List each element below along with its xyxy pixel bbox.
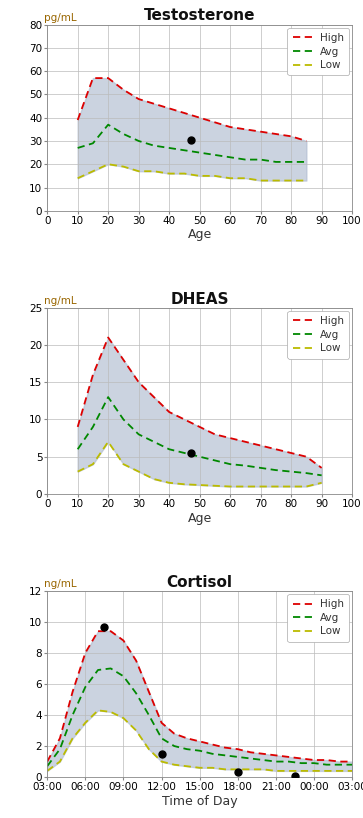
X-axis label: Time of Day: Time of Day [162, 795, 237, 807]
Title: Cortisol: Cortisol [167, 575, 233, 590]
Legend: High, Avg, Low: High, Avg, Low [287, 594, 349, 641]
Legend: High, Avg, Low: High, Avg, Low [287, 28, 349, 75]
Title: DHEAS: DHEAS [170, 291, 229, 307]
Text: ng/mL: ng/mL [44, 579, 77, 589]
Text: pg/mL: pg/mL [44, 12, 77, 23]
Title: Testosterone: Testosterone [144, 8, 256, 24]
Text: ng/mL: ng/mL [44, 296, 77, 306]
Legend: High, Avg, Low: High, Avg, Low [287, 311, 349, 358]
X-axis label: Age: Age [188, 511, 212, 524]
X-axis label: Age: Age [188, 228, 212, 241]
